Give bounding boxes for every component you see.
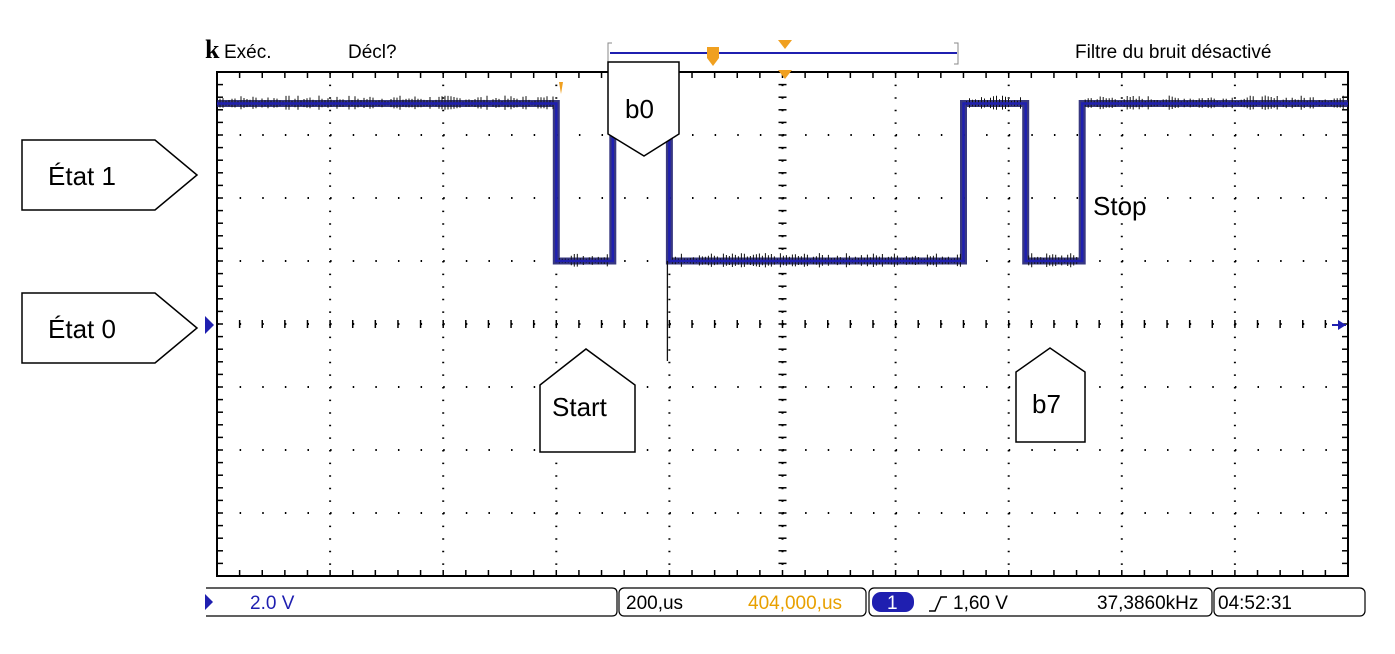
graticule xyxy=(216,71,1349,577)
trigger-status: Décl? xyxy=(348,42,397,63)
clock: 04:52:31 xyxy=(1218,593,1292,614)
callout-state-1: État 1 xyxy=(21,139,199,211)
time-per-div: 200,us xyxy=(626,593,683,614)
trace-line xyxy=(217,102,1348,263)
trigger-box xyxy=(868,587,1213,617)
callout-b0-label: b0 xyxy=(625,94,654,124)
callout-start-label: Start xyxy=(552,392,608,422)
brand-icon: k xyxy=(205,35,220,64)
expansion-point-icon xyxy=(778,40,792,49)
frequency-readout: 37,3860kHz xyxy=(1097,593,1198,614)
trigger-time-marker-icon xyxy=(778,70,792,79)
callout-stop-label: Stop xyxy=(1093,191,1147,221)
trigger-source-badge xyxy=(872,592,914,612)
callout-start: Start xyxy=(539,348,636,453)
pretrigger-marker-icon xyxy=(559,82,563,94)
noise-filter-status: Filtre du bruit désactivé xyxy=(1075,42,1271,63)
channel-1-trace xyxy=(217,95,1348,361)
callout-state-0: État 0 xyxy=(21,292,199,364)
callout-state-1-label: État 1 xyxy=(48,161,116,191)
timebase-box xyxy=(618,587,867,617)
callout-b0: b0 xyxy=(607,61,680,157)
trigger-position-icon xyxy=(707,47,719,66)
channel-1-ground-marker-icon xyxy=(205,316,214,334)
trigger-source-channel: 1 xyxy=(887,593,898,614)
trace-noise-band xyxy=(217,100,1348,265)
trigger-level: 1,60 V xyxy=(953,593,1008,614)
channel-marker-icon xyxy=(205,594,213,610)
clock-box xyxy=(1213,587,1366,617)
volts-per-div: 2.0 V xyxy=(250,593,295,614)
record-position-bar xyxy=(607,40,959,66)
callout-state-0-label: État 0 xyxy=(48,314,116,344)
callout-b7: b7 xyxy=(1015,347,1086,443)
acquisition-mode: Exéc. xyxy=(224,42,272,63)
trigger-position: 404,000,us xyxy=(748,593,842,614)
rising-edge-icon xyxy=(929,596,947,612)
status-bar: 2.0 V 200,us 404,000,us 1 1,60 V 37,3860… xyxy=(205,587,1366,617)
callout-b7-label: b7 xyxy=(1032,389,1061,419)
